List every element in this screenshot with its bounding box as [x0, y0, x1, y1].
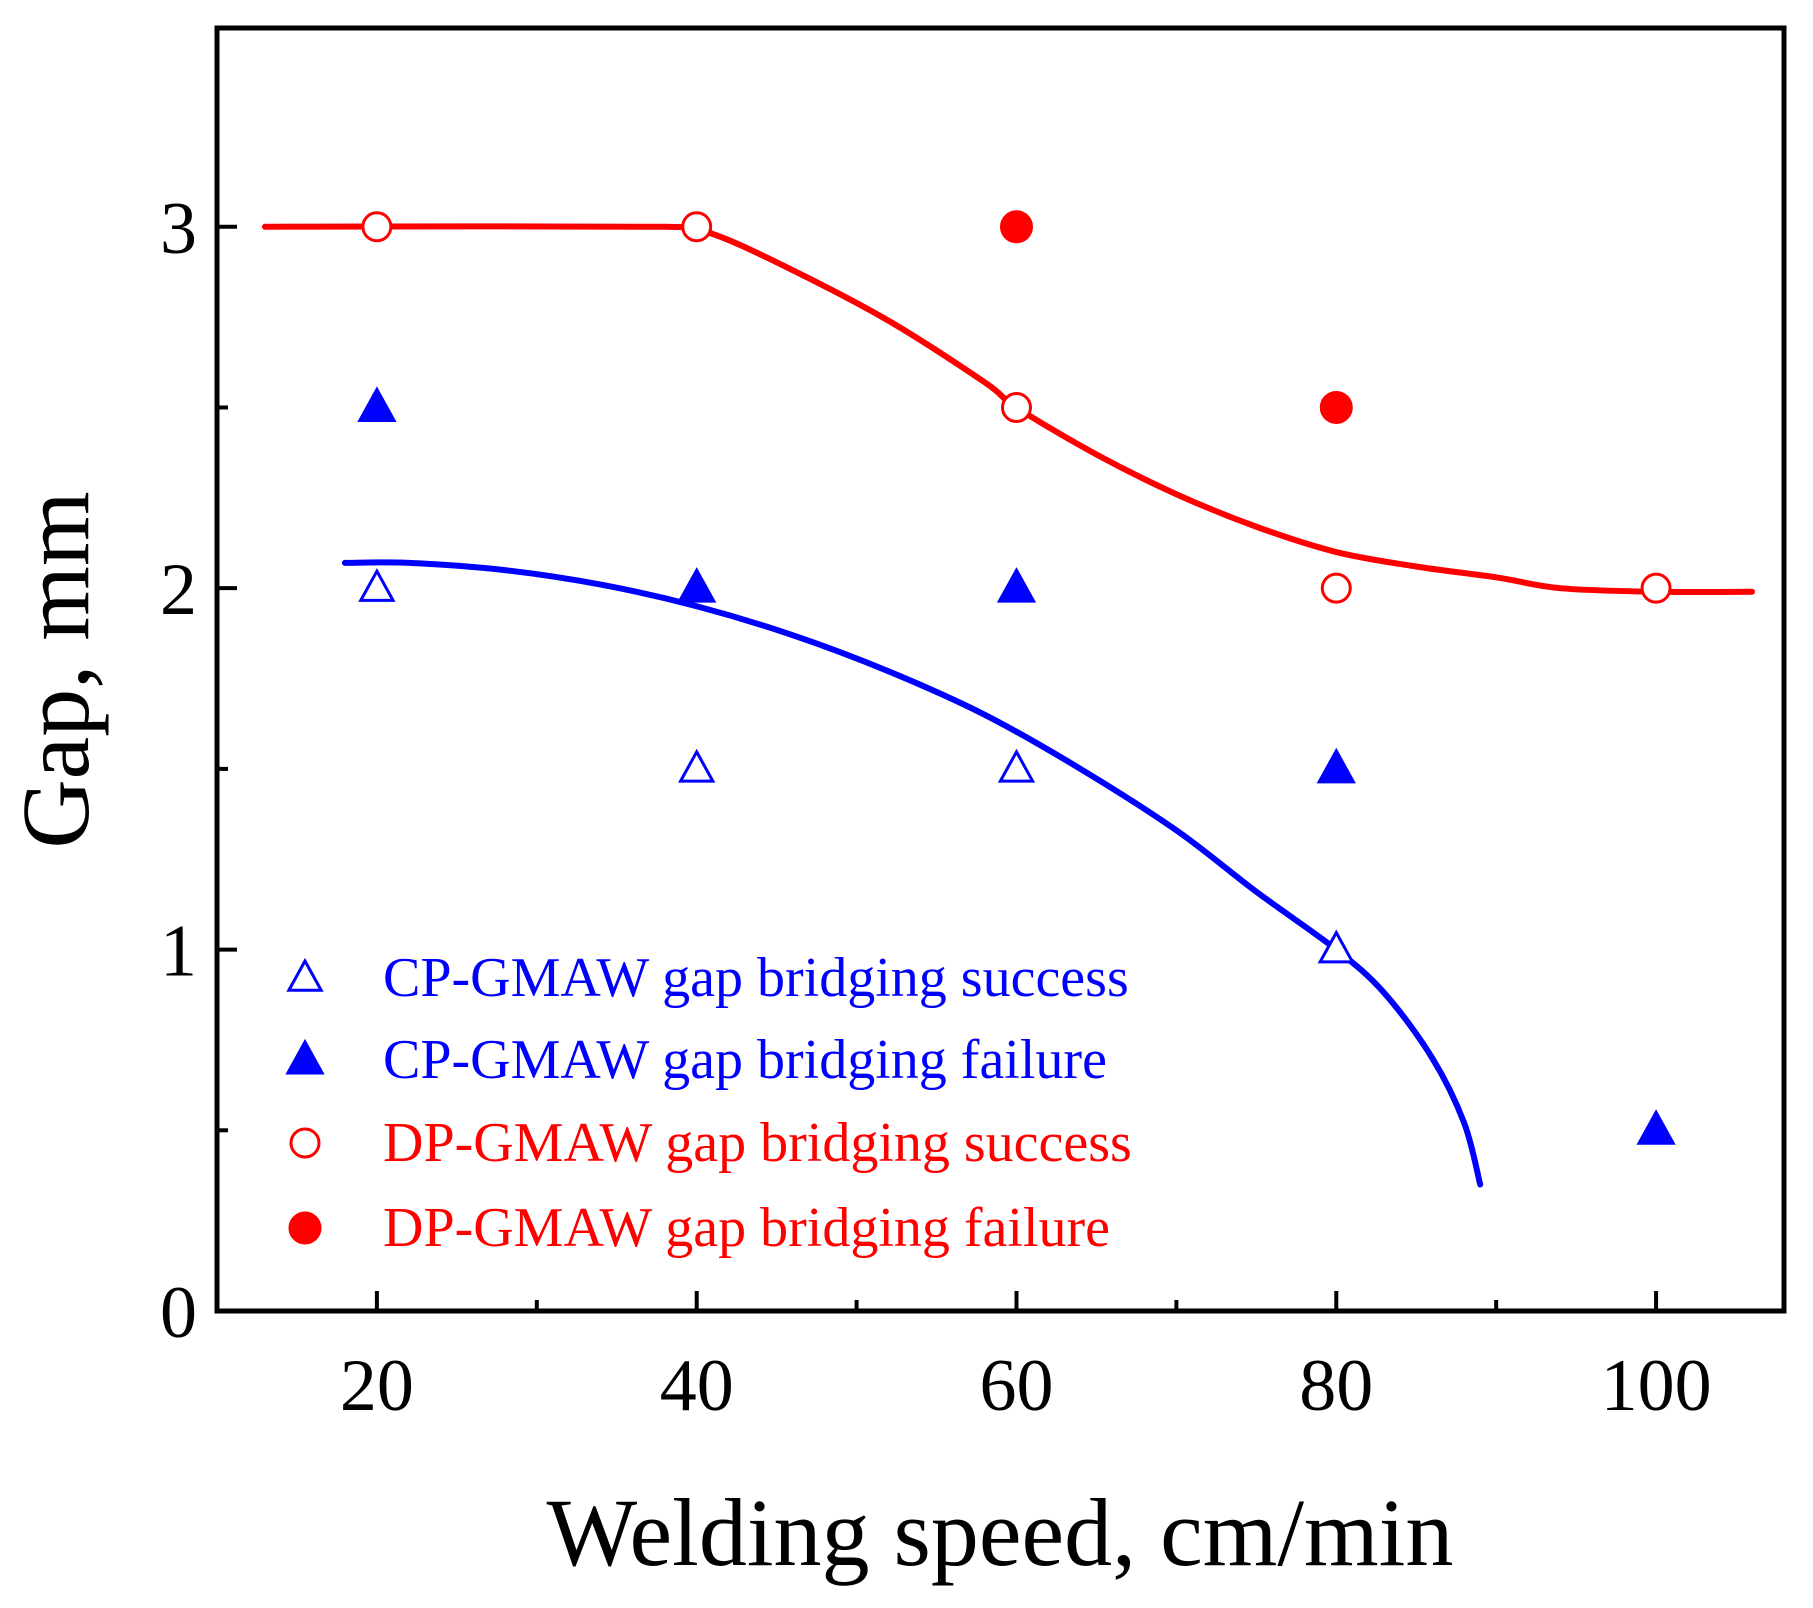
x-tick-label: 60 [979, 1345, 1053, 1427]
x-tick-label: 40 [660, 1345, 734, 1427]
x-tick-label: 100 [1601, 1345, 1712, 1427]
data-point-series-1 [358, 568, 396, 602]
legend-marker [289, 1127, 321, 1159]
x-tick-label: 80 [1299, 1345, 1373, 1427]
data-point-series-2 [1316, 747, 1356, 784]
data-point-series-3 [1320, 572, 1352, 604]
data-point-series-1 [678, 748, 716, 783]
legend-label: CP-GMAW gap bridging success [383, 947, 1129, 1009]
x-tick-label: 20 [340, 1345, 414, 1427]
axis-ticks: 20 40 60 80 100 0 1 2 3 [160, 188, 1712, 1427]
y-tick-label: 1 [160, 911, 197, 993]
y-tick-label: 3 [160, 188, 197, 270]
legend-label: DP-GMAW gap bridging failure [383, 1197, 1110, 1259]
legend: CP-GMAW gap bridging success CP-GMAW gap … [285, 947, 1132, 1259]
legend-item: DP-GMAW gap bridging success [289, 1112, 1132, 1174]
plot-frame [214, 25, 1787, 1314]
data-point-series-3 [1640, 572, 1672, 604]
legend-marker [288, 1211, 322, 1245]
legend-item: CP-GMAW gap bridging success [286, 947, 1129, 1009]
data-point-series-4 [999, 210, 1033, 244]
data-point-series-3 [1000, 391, 1032, 423]
data-point-series-2 [677, 567, 717, 603]
data-point-series-3 [361, 211, 393, 243]
data-point-series-1 [997, 748, 1036, 783]
legend-item: DP-GMAW gap bridging failure [288, 1197, 1110, 1259]
boundary-line-2 [341, 559, 1484, 1188]
legend-marker [286, 957, 324, 992]
legend-label: CP-GMAW gap bridging failure [383, 1029, 1107, 1091]
data-point-series-2 [357, 386, 397, 422]
legend-label: DP-GMAW gap bridging success [383, 1112, 1132, 1174]
x-axis-title: Welding speed, cm/min [547, 1479, 1454, 1586]
data-point-series-1 [1317, 929, 1355, 964]
data-point-series-3 [681, 211, 713, 243]
data-points [357, 210, 1676, 1145]
legend-item: CP-GMAW gap bridging failure [285, 1029, 1107, 1091]
data-point-series-4 [1319, 390, 1353, 424]
y-tick-label: 2 [160, 549, 197, 631]
legend-marker [285, 1038, 325, 1075]
y-axis-title: Gap, mm [2, 491, 109, 848]
data-point-series-2 [996, 567, 1037, 603]
y-tick-label: 0 [160, 1272, 197, 1354]
data-point-series-2 [1636, 1109, 1676, 1145]
